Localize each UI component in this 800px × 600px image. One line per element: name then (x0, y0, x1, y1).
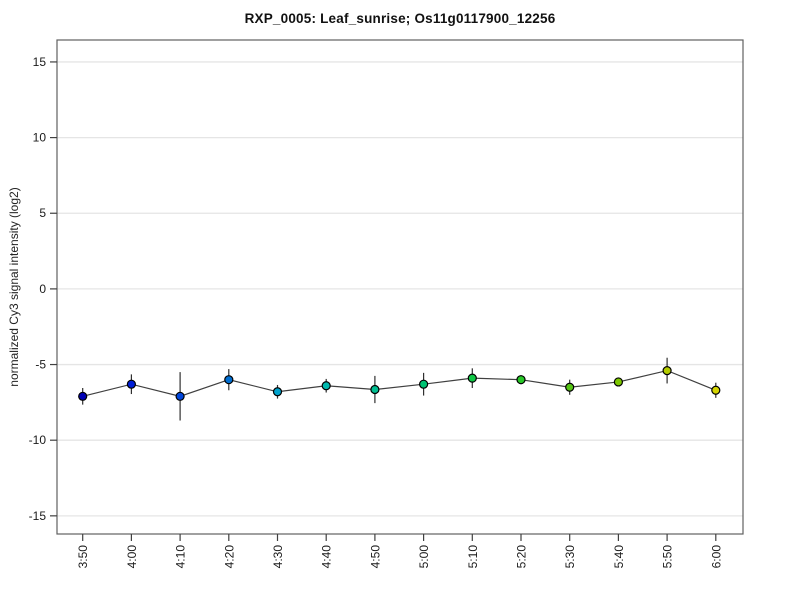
y-tick-label: -5 (35, 358, 46, 372)
data-point-5:20 (516, 375, 526, 385)
x-tick-label: 5:20 (515, 545, 529, 569)
data-point-5:10 (467, 373, 477, 383)
data-point-5:50 (662, 365, 672, 376)
chart-title: RXP_0005: Leaf_sunrise; Os11g0117900_122… (244, 11, 556, 26)
x-tick-label: 5:40 (612, 545, 626, 569)
x-tick-label: 5:50 (661, 545, 675, 569)
data-point-6:00 (711, 385, 721, 395)
data-point-5:30 (565, 382, 575, 392)
data-point-4:30 (272, 387, 283, 397)
data-point-3:50 (78, 391, 88, 401)
data-point-4:50 (370, 384, 380, 395)
data-point-5:40 (613, 377, 624, 387)
x-tick-label: 4:20 (222, 545, 236, 569)
x-tick-label: 4:40 (320, 545, 334, 569)
x-tick-label: 5:30 (563, 545, 577, 569)
x-tick-label: 5:10 (466, 545, 480, 569)
y-tick-label: -15 (29, 509, 47, 523)
x-tick-label: 4:50 (368, 545, 382, 569)
data-point-4:10 (175, 391, 185, 401)
x-tick-label: 5:00 (417, 545, 431, 569)
y-tick-label: 15 (33, 55, 47, 69)
y-tick-label: -10 (29, 433, 47, 447)
series-line (82, 369, 717, 397)
data-point-4:00 (126, 379, 136, 389)
y-tick-label: 0 (39, 282, 46, 296)
x-tick-label: 4:30 (271, 545, 285, 569)
x-tick-label: 6:00 (709, 545, 723, 569)
data-point-4:40 (321, 381, 331, 391)
y-tick-label: 10 (33, 131, 47, 145)
data-point-5:00 (419, 379, 429, 389)
data-point-4:20 (224, 375, 234, 385)
y-tick-label: 5 (39, 206, 46, 220)
plot-frame (56, 39, 744, 535)
x-tick-label: 3:50 (76, 545, 90, 569)
x-tick-label: 4:10 (174, 545, 188, 569)
x-tick-label: 4:00 (125, 545, 139, 569)
